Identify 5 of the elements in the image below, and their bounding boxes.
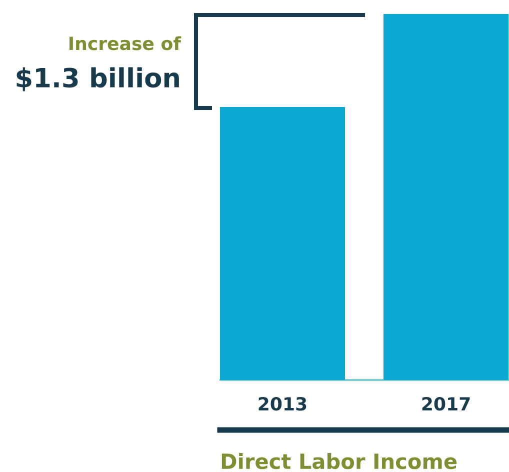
x-tick-label: 2013 [258,396,306,411]
text: $1.3 billion [16,67,179,92]
text: Increase of [70,36,182,50]
x-tick-label: 2017 [422,396,470,411]
x-axis-title: Direct Labor Income [222,453,457,470]
